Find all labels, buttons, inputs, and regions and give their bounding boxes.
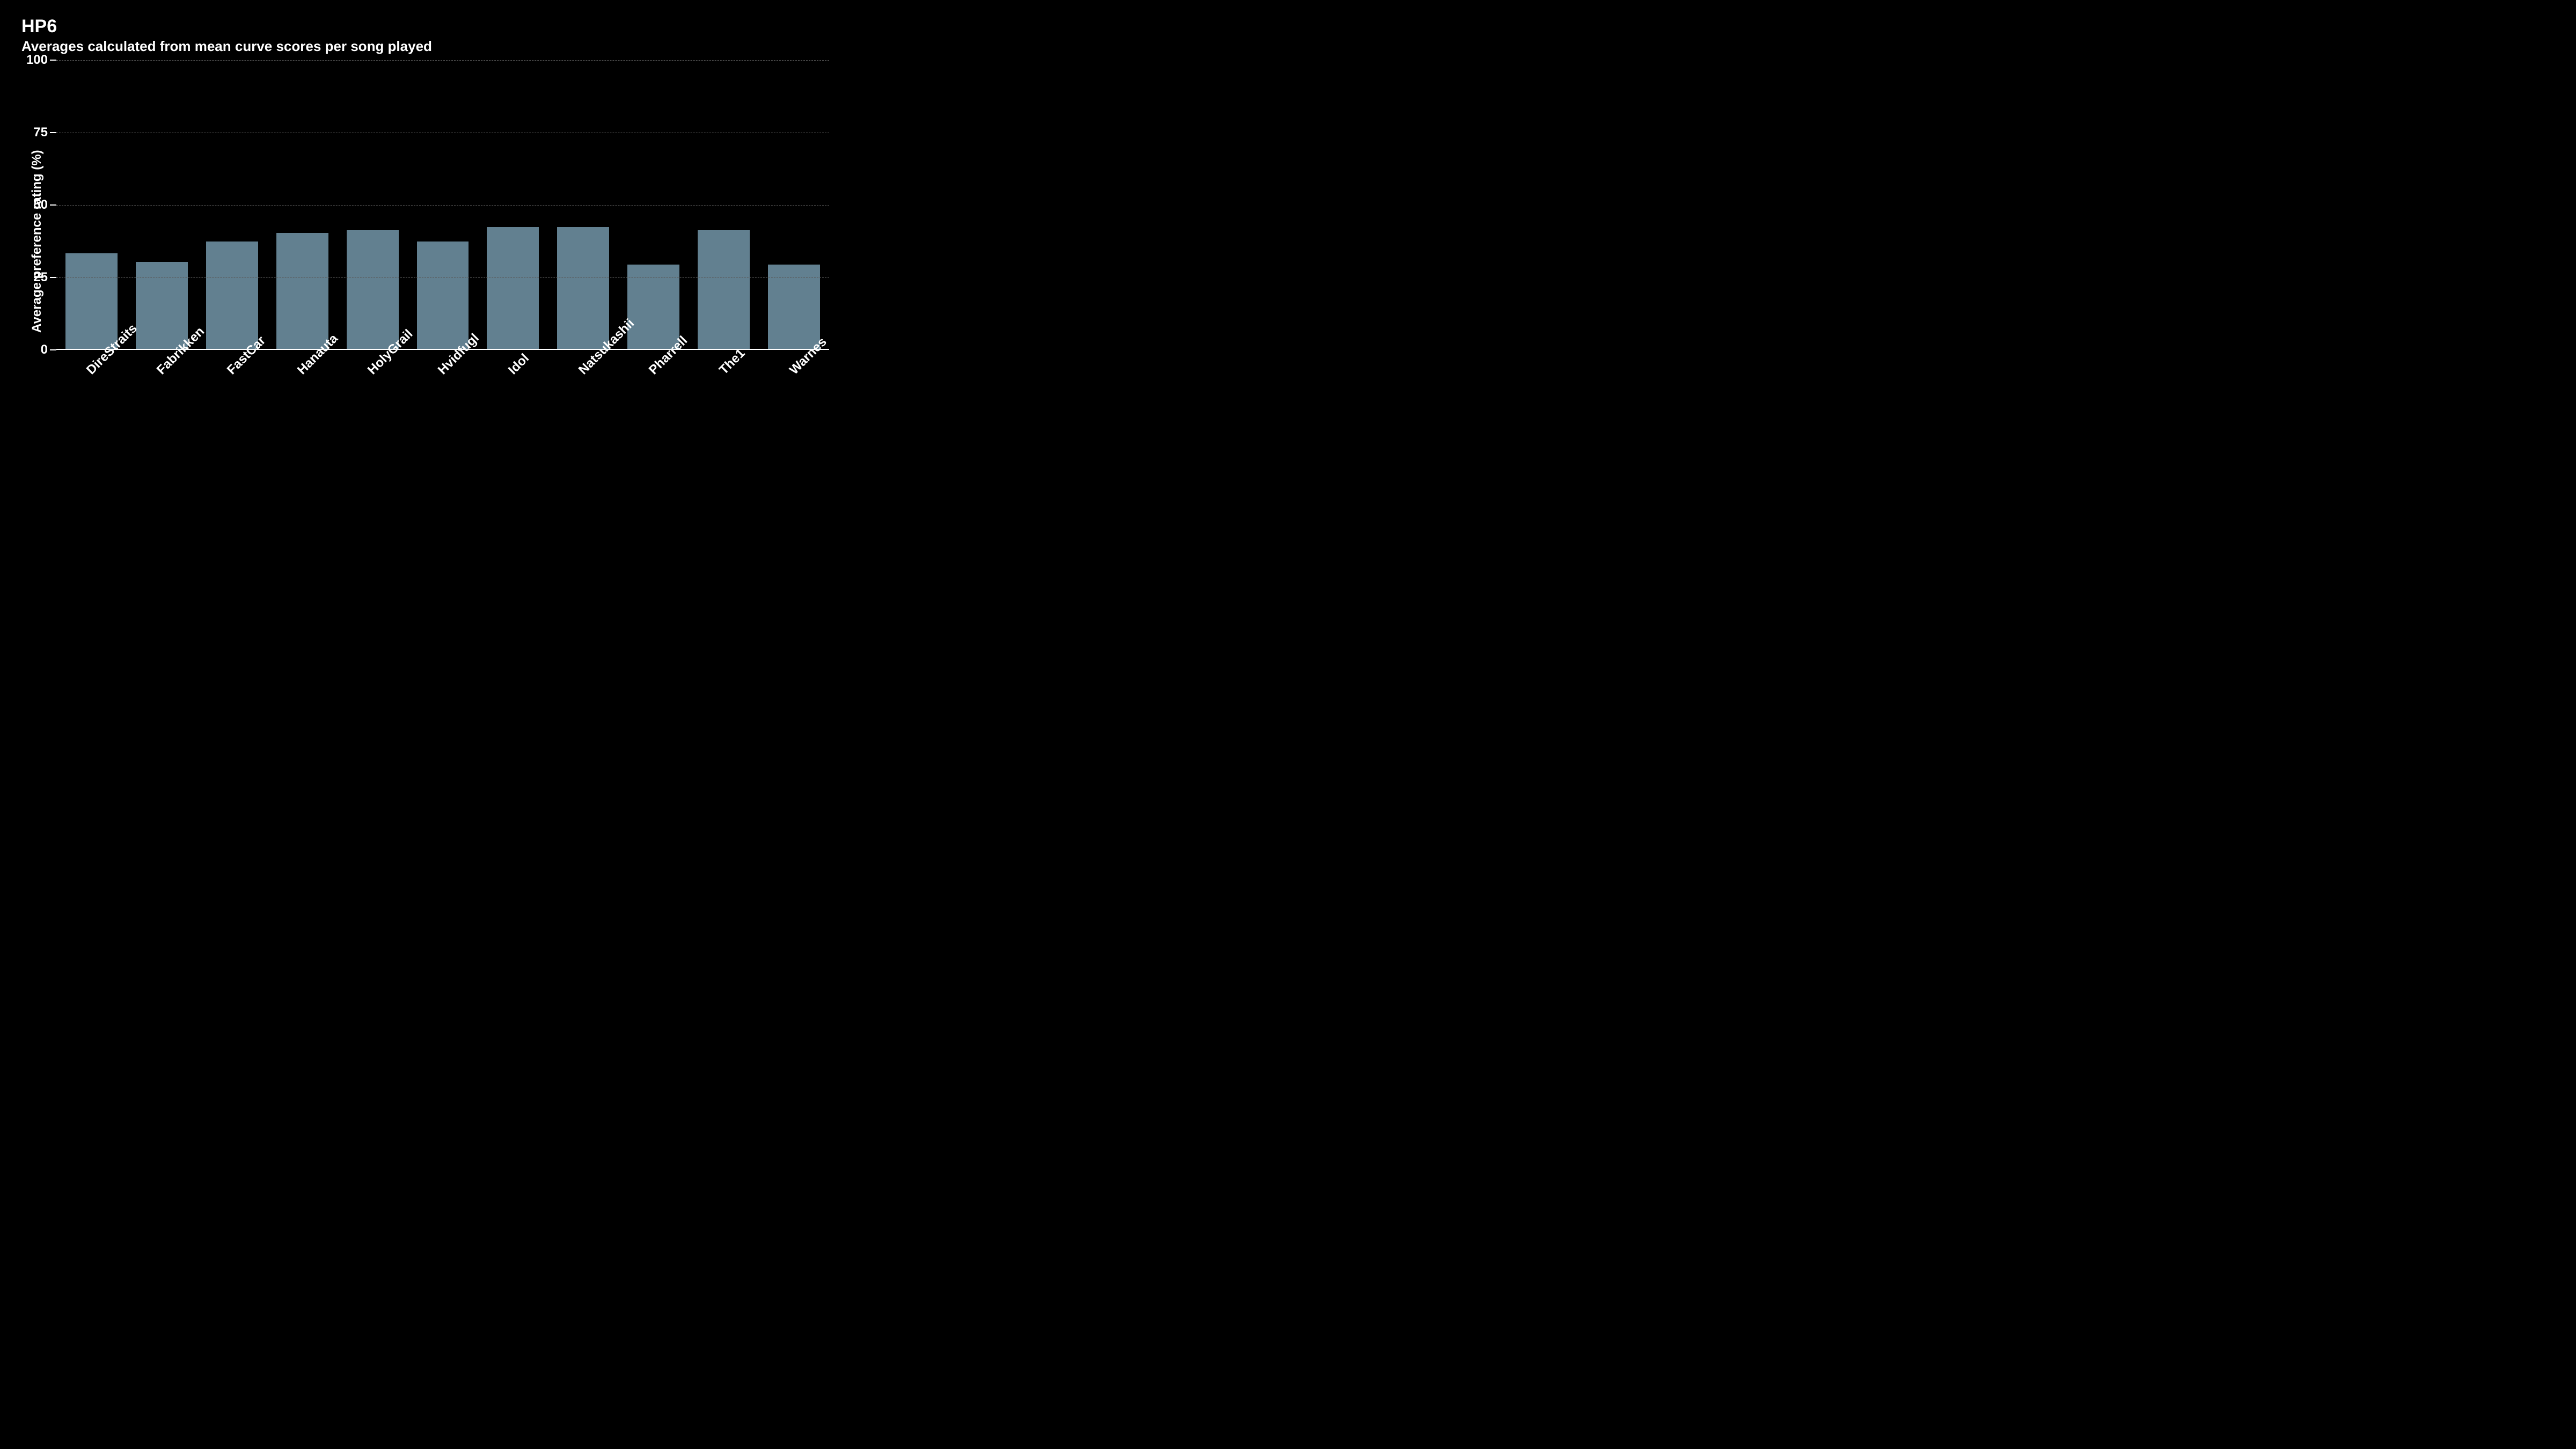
bar [206,241,258,349]
y-tick [50,60,56,61]
bar [417,241,469,349]
bar [487,227,539,349]
x-label-slot: Hvidfugl [408,350,478,425]
bar [347,230,399,349]
bar [65,253,118,349]
x-label-slot: Pharrell [618,350,689,425]
x-label-slot: DireStraits [56,350,127,425]
x-axis-category-label: The1 [716,346,748,378]
y-axis-label: Average preference rating (%) [30,150,45,333]
x-label-slot: The1 [689,350,759,425]
bar [136,262,188,349]
y-tick [50,204,56,206]
bar-slot [408,60,478,349]
y-tick-label: 50 [19,197,48,213]
x-axis-category-label: Idol [506,351,532,378]
y-tick-label: 75 [19,125,48,140]
x-label-slot: Warnes [759,350,829,425]
y-tick-label: 100 [19,53,48,68]
bar [276,233,328,349]
x-label-slot: Fabrikken [127,350,197,425]
bar-slot [548,60,618,349]
chart-subtitle: Averages calculated from mean curve scor… [21,38,826,55]
bar-slot [338,60,408,349]
y-tick-label: 0 [19,342,48,357]
y-tick [50,132,56,133]
chart-titles: HP6 Averages calculated from mean curve … [21,16,826,55]
x-label-slot: FastCar [197,350,267,425]
gridline [56,205,829,206]
bar-slot [478,60,548,349]
plot-wrap: Average preference rating (%) 0255075100… [56,60,826,425]
bar [557,227,609,349]
x-label-slot: Hanauta [267,350,338,425]
bar-slot [618,60,689,349]
bar [698,230,750,349]
x-label-slot: Idol [478,350,548,425]
bar-chart: HP6 Averages calculated from mean curve … [0,0,848,477]
bar-slot [127,60,197,349]
bar-slot [689,60,759,349]
plot-area: 0255075100 [56,60,829,350]
x-label-slot: HolyGrail [338,350,408,425]
gridline [56,277,829,278]
bar-slot [759,60,829,349]
bar-slot [56,60,127,349]
x-axis-labels: DireStraitsFabrikkenFastCarHanautaHolyGr… [56,350,829,425]
chart-title: HP6 [21,16,826,37]
x-label-slot: Natsukashii [548,350,618,425]
gridline [56,60,829,61]
bars-container [56,60,829,349]
y-tick [50,349,56,350]
bar-slot [197,60,267,349]
y-tick [50,277,56,278]
bar-slot [267,60,338,349]
y-tick-label: 25 [19,270,48,285]
